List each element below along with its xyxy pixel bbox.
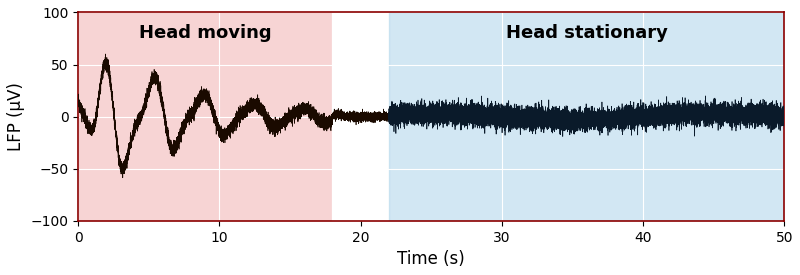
Bar	[333, 12, 389, 221]
X-axis label: Time (s): Time (s)	[398, 250, 465, 268]
Text: Head stationary: Head stationary	[506, 24, 667, 42]
Y-axis label: LFP (μV): LFP (μV)	[7, 82, 25, 151]
Bar	[78, 12, 333, 221]
Text: Head moving: Head moving	[139, 24, 272, 42]
Bar	[389, 12, 784, 221]
